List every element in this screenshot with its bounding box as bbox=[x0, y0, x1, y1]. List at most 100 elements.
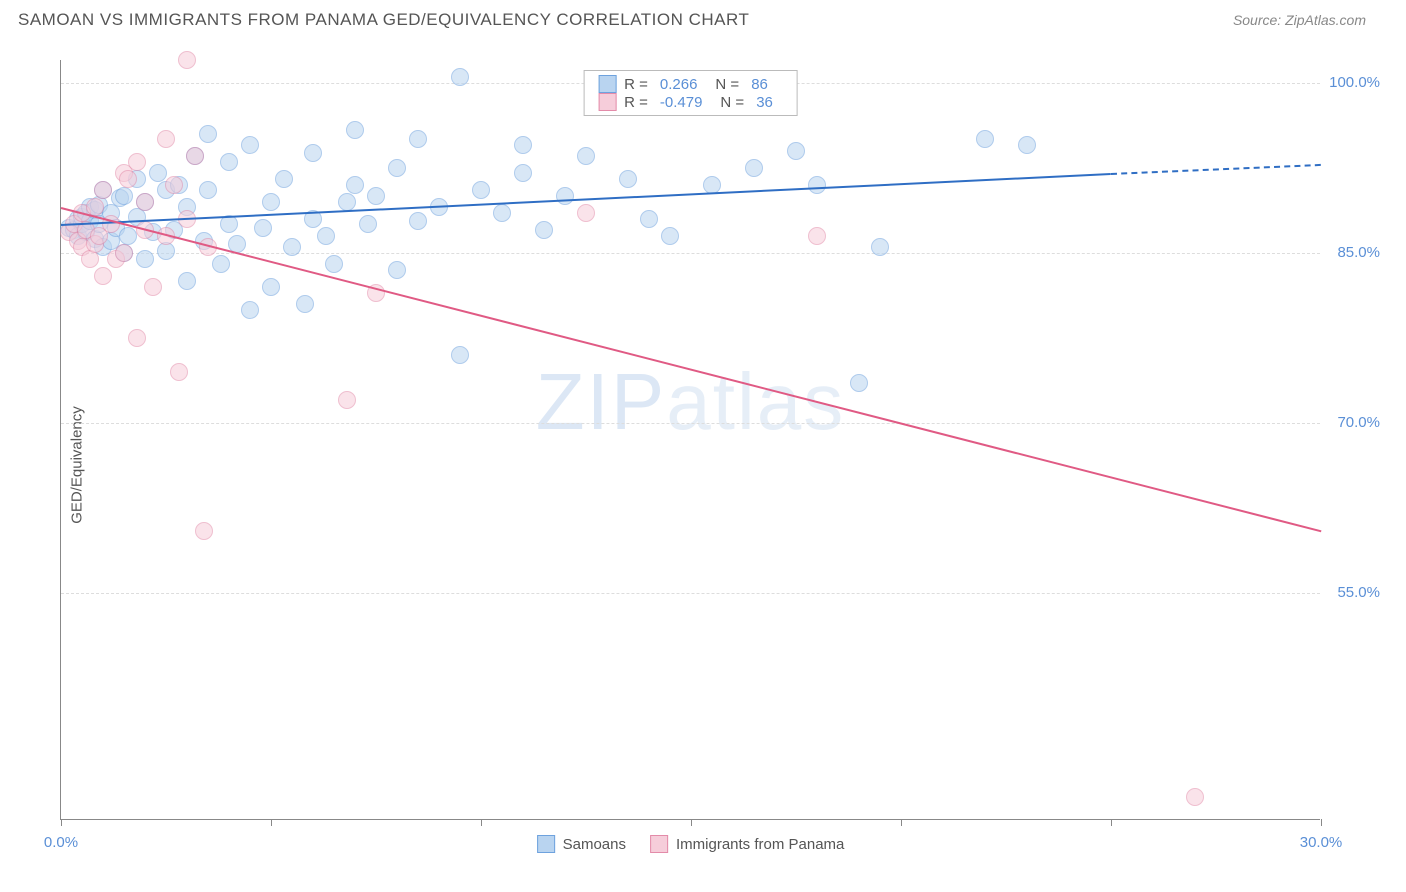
stat-r-label: R = bbox=[624, 94, 648, 111]
plot-area: ZIPatlas R =0.266N =86R =-0.479N =36 Sam… bbox=[60, 60, 1320, 820]
stat-r-value: -0.479 bbox=[660, 94, 703, 111]
data-point bbox=[254, 219, 272, 237]
data-point bbox=[640, 210, 658, 228]
data-point bbox=[212, 255, 230, 273]
data-point bbox=[262, 193, 280, 211]
stat-r-value: 0.266 bbox=[660, 76, 698, 93]
data-point bbox=[262, 278, 280, 296]
data-point bbox=[338, 391, 356, 409]
legend-swatch bbox=[598, 75, 616, 93]
data-point bbox=[514, 136, 532, 154]
bottom-legend: Samoans Immigrants from Panama bbox=[537, 835, 845, 853]
data-point bbox=[346, 121, 364, 139]
data-point bbox=[94, 267, 112, 285]
x-tick-label: 0.0% bbox=[44, 834, 78, 851]
source-label: Source: ZipAtlas.com bbox=[1233, 12, 1366, 28]
data-point bbox=[128, 153, 146, 171]
trend-line-dashed bbox=[1111, 164, 1321, 175]
data-point bbox=[199, 125, 217, 143]
legend-item: Samoans bbox=[537, 835, 626, 853]
x-tick bbox=[481, 819, 482, 826]
data-point bbox=[577, 147, 595, 165]
chart-title: SAMOAN VS IMMIGRANTS FROM PANAMA GED/EQU… bbox=[18, 10, 749, 30]
data-point bbox=[338, 193, 356, 211]
data-point bbox=[1186, 788, 1204, 806]
gridline bbox=[61, 593, 1320, 594]
data-point bbox=[128, 329, 146, 347]
data-point bbox=[388, 159, 406, 177]
data-point bbox=[451, 68, 469, 86]
stat-legend: R = 0.266 N = 86 R = -0.479 N = 36 bbox=[583, 70, 798, 116]
data-point bbox=[577, 204, 595, 222]
legend-item: Immigrants from Panama bbox=[650, 835, 844, 853]
data-point bbox=[359, 215, 377, 233]
stat-legend-row: R = 0.266 N = 86 bbox=[598, 75, 783, 93]
y-tick-label: 70.0% bbox=[1325, 414, 1380, 431]
data-point bbox=[199, 181, 217, 199]
legend-swatch bbox=[650, 835, 668, 853]
x-tick bbox=[271, 819, 272, 826]
stat-n-label: N = bbox=[715, 76, 739, 93]
data-point bbox=[186, 147, 204, 165]
data-point bbox=[325, 255, 343, 273]
data-point bbox=[165, 176, 183, 194]
legend-swatch bbox=[598, 93, 616, 111]
data-point bbox=[535, 221, 553, 239]
data-point bbox=[304, 144, 322, 162]
data-point bbox=[157, 130, 175, 148]
data-point bbox=[367, 187, 385, 205]
legend-swatch bbox=[537, 835, 555, 853]
data-point bbox=[388, 261, 406, 279]
x-tick bbox=[691, 819, 692, 826]
watermark-bold: ZIP bbox=[536, 357, 666, 446]
data-point bbox=[871, 238, 889, 256]
data-point bbox=[195, 522, 213, 540]
x-tick bbox=[61, 819, 62, 826]
legend-label: Samoans bbox=[563, 836, 626, 853]
data-point bbox=[119, 170, 137, 188]
gridline bbox=[61, 253, 1320, 254]
legend-label: Immigrants from Panama bbox=[676, 836, 844, 853]
stat-n-value: 86 bbox=[751, 76, 768, 93]
data-point bbox=[115, 187, 133, 205]
stat-n-value: 36 bbox=[756, 94, 773, 111]
data-point bbox=[808, 176, 826, 194]
data-point bbox=[409, 130, 427, 148]
data-point bbox=[745, 159, 763, 177]
data-point bbox=[808, 227, 826, 245]
data-point bbox=[275, 170, 293, 188]
x-tick bbox=[901, 819, 902, 826]
y-tick-label: 85.0% bbox=[1325, 244, 1380, 261]
data-point bbox=[787, 142, 805, 160]
x-tick bbox=[1321, 819, 1322, 826]
data-point bbox=[149, 164, 167, 182]
x-tick bbox=[1111, 819, 1112, 826]
data-point bbox=[136, 193, 154, 211]
data-point bbox=[976, 130, 994, 148]
y-tick-label: 100.0% bbox=[1325, 74, 1380, 91]
gridline bbox=[61, 423, 1320, 424]
chart-container: GED/Equivalency ZIPatlas R =0.266N =86R … bbox=[50, 50, 1380, 880]
data-point bbox=[619, 170, 637, 188]
data-point bbox=[144, 278, 162, 296]
data-point bbox=[136, 250, 154, 268]
data-point bbox=[170, 363, 188, 381]
data-point bbox=[241, 136, 259, 154]
data-point bbox=[94, 181, 112, 199]
data-point bbox=[850, 374, 868, 392]
data-point bbox=[493, 204, 511, 222]
data-point bbox=[346, 176, 364, 194]
data-point bbox=[119, 227, 137, 245]
x-tick-label: 30.0% bbox=[1300, 834, 1343, 851]
data-point bbox=[514, 164, 532, 182]
data-point bbox=[178, 51, 196, 69]
stat-n-label: N = bbox=[720, 94, 744, 111]
trend-line bbox=[61, 207, 1322, 532]
data-point bbox=[317, 227, 335, 245]
data-point bbox=[1018, 136, 1036, 154]
data-point bbox=[661, 227, 679, 245]
data-point bbox=[472, 181, 490, 199]
stat-r-label: R = bbox=[624, 76, 648, 93]
data-point bbox=[556, 187, 574, 205]
stat-legend-row: R = -0.479 N = 36 bbox=[598, 93, 783, 111]
